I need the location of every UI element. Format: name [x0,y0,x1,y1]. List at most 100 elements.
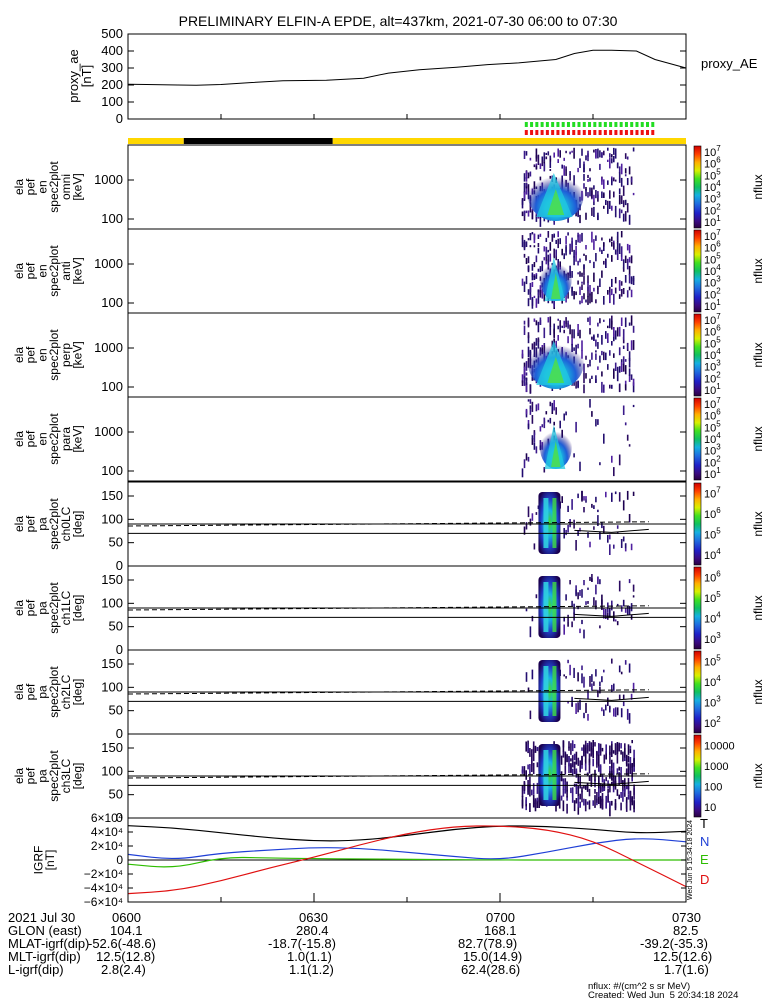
spectrogram-pixel [618,208,621,219]
y-axis-label-line: ch1LC [59,590,73,625]
colorbar-tick-label: 105 [704,526,721,541]
colorbar-tick-label: 102 [704,454,721,469]
spectrogram-pixel [631,777,633,782]
spectrogram-pixel [525,151,528,156]
spectrogram-pixel [620,231,623,238]
y-axis-label-line: ch0LC [59,506,73,541]
spectrogram-pixel [555,407,557,415]
spectrogram-pixel [571,621,573,628]
spectrogram-pixel [622,599,625,607]
spectrogram-pixel [532,741,535,750]
y-axis-label-line: pef [24,767,38,784]
spectrogram-pixel [593,239,595,250]
flag-tick-green [572,122,576,127]
spectrogram-pixel [583,293,585,300]
spectrogram-pixel [527,506,530,518]
flag-tick-green [535,122,539,127]
spectrogram-pixel [577,702,579,713]
spectrogram-pixel [607,333,609,343]
spectrogram-pixel [531,281,534,287]
spectrogram-pixel [583,275,585,285]
spectrogram-pixel [595,419,597,427]
spectrogram-pixel [575,783,578,789]
colorbar-tick-label: 104 [704,347,721,362]
spectrogram-pixel [587,532,589,538]
colorbar-label: nflux [751,342,765,367]
y-axis-label-line: spec2plot [47,161,61,213]
spectrogram-pixel [633,788,635,800]
spectrogram-pixel [630,177,633,183]
colorbar-tick-label: 101 [704,298,721,313]
colorbar-tick-label: 104 [704,263,721,278]
spectrogram-pixel [601,350,603,356]
y-axis-label-line: ch2LC [59,674,73,709]
spectrogram-pixel [609,801,611,808]
colorbar [693,566,702,650]
spectrogram-pixel [616,242,619,253]
spectrogram-pixel [565,150,567,154]
flux-enhancement [538,576,561,638]
spectrogram-pixel [609,384,611,389]
flag-tick-red [572,130,576,135]
y-tick-label: 100 [101,94,123,109]
y-axis-label-line: proxy_ae [66,49,81,102]
spectrogram-pixel [611,320,613,330]
spectrogram-pixel [595,669,597,677]
y-axis-label-line: [deg] [71,679,85,706]
side-stamp: Wed Jun 5 15:34:18 2024 [687,820,694,900]
spectrogram-pixel [601,177,603,185]
spectrogram-pixel [561,299,563,304]
y-axis-label-line: en [35,180,49,193]
spectrogram-pixel [622,259,625,269]
flag-tick-red [646,130,650,135]
colorbar-tick-label: 102 [704,370,721,385]
spectrogram-pixel [561,496,563,503]
spectrogram-pixel [559,238,561,245]
y-tick-label: 100 [101,595,123,610]
spectrogram-pixel [595,299,597,304]
legend-label: N [700,834,709,849]
colorbar-tick-label: 104 [704,431,721,446]
spectrogram-pixel [581,272,583,277]
spectrogram-pixel [529,245,532,248]
spectrogram-pixel [584,747,587,758]
spectrogram-pixel [562,750,565,758]
spectrogram-pixel [630,374,633,380]
spectrogram-pixel [567,701,569,704]
spectrogram-pixel [521,235,524,240]
y-axis-label-line: spec2plot [47,329,61,381]
spectrogram-pixel [539,320,542,325]
spectrogram-pixel [625,756,628,767]
spectrogram-pixel [601,335,603,345]
spectrogram-pixel [620,767,622,776]
spectrogram-pixel [593,206,595,217]
spectrogram-pixel [527,423,530,430]
flag-tick-green [624,122,628,127]
spectrogram-pixel [591,375,593,379]
spectrogram-pixel [564,752,567,763]
spectrogram-pixel [591,574,593,582]
spectrogram-pixel [581,284,583,290]
spectrogram-pixel [579,793,581,800]
legend-label: T [700,816,708,831]
flag-tick-green [646,122,650,127]
flag-tick-red [530,130,534,135]
spectrogram-pixel [521,380,524,386]
ephemeris-value: 168.1 [484,923,517,938]
spectrogram-pixel [627,794,630,800]
spectrogram-pixel [628,444,631,447]
y-tick-label: 0 [116,853,123,867]
spectrogram-pixel [618,172,621,183]
spectrogram-pixel [583,785,585,789]
spectrogram-pixel [632,325,635,333]
spectrogram-pixel [545,152,548,155]
spectrogram-pixel [529,202,532,213]
spectrogram-pixel [605,704,607,711]
spectrogram-pixel [616,531,619,534]
spectrogram-pixel [575,381,577,389]
spectrogram-pixel [587,364,589,368]
spectrogram-pixel [535,214,538,222]
flag-tick-red [540,130,544,135]
spectrogram-pixel [585,299,587,303]
spectrogram-pixel [527,456,530,462]
